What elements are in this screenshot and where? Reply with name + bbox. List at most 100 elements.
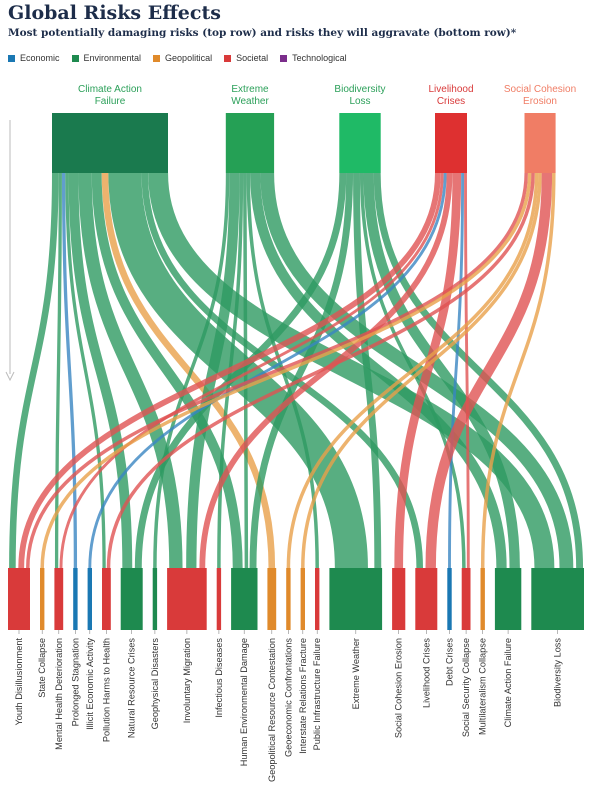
target-node-geopolitical-resource-contestation (267, 568, 277, 630)
flow-link-extreme-weather-to-geophysical-disasters (153, 172, 230, 569)
target-label-social-security-collapse: Social Security Collapse (461, 638, 471, 737)
flow-link-climate-action-failure-to-natural-resource-crises (68, 172, 133, 569)
flow-link-biodiversity-loss-to-natural-resource-crises (134, 172, 347, 569)
flow-link-climate-action-failure-to-human-environmental-damage (91, 172, 243, 569)
target-label-state-collapse: State Collapse (37, 638, 47, 698)
target-label-illicit-economic-activity: Illicit Economic Activity (85, 638, 95, 730)
legend-label: Societal (236, 53, 269, 63)
legend: Economic Environmental Geopolitical Soci… (8, 53, 359, 63)
flow-link-climate-action-failure-to-pollution-harms-to-health (65, 172, 106, 569)
flow-link-biodiversity-loss-to-climate-action-failure (363, 172, 520, 569)
target-node-human-environmental-damage (231, 568, 258, 630)
target-node-illicit-economic-activity (87, 568, 92, 630)
target-node-extreme-weather (329, 568, 383, 630)
legend-item-societal: Societal (224, 53, 268, 63)
target-node-public-infrastructure-failure (315, 568, 320, 630)
target-label-climate-action-failure: Climate Action Failure (503, 638, 513, 727)
source-node-climate-action-failure (52, 113, 168, 173)
target-node-debt-crises (447, 568, 452, 630)
flow-link-social-cohesion-erosion-to-multilateralism-collapse (480, 172, 556, 569)
flow-link-biodiversity-loss-to-extreme-weather (353, 172, 382, 569)
flow-link-climate-action-failure-to-biodiversity-loss (148, 172, 555, 569)
flow-link-biodiversity-loss-to-human-environmental-damage (249, 172, 354, 569)
legend-item-technological: Technological (280, 53, 347, 63)
target-node-mental-health-deterioration (54, 568, 64, 630)
legend-swatch (224, 54, 232, 62)
legend-swatch (71, 54, 79, 62)
flow-link-extreme-weather-to-involuntary-migration (186, 172, 240, 569)
target-node-youth-disillusionment (8, 568, 30, 630)
source-label-extreme-weather: Extreme (231, 84, 269, 95)
flow-link-livelihood-crises-to-involuntary-migration (199, 172, 453, 569)
flow-link-climate-action-failure-to-geopolitical-resource-contestation (101, 172, 276, 569)
target-label-geopolitical-resource-contestation: Geopolitical Resource Contestation (267, 638, 277, 782)
flow-link-social-cohesion-erosion-to-state-collapse (40, 172, 532, 569)
target-label-youth-disillusionment: Youth Disillusionment (14, 638, 24, 726)
flow-link-livelihood-crises-to-debt-crises (448, 172, 465, 569)
target-node-biodiversity-loss (531, 568, 584, 630)
legend-swatch (153, 54, 161, 62)
flow-link-climate-action-failure-to-prolonged-stagnation (61, 172, 78, 569)
target-node-interstate-relations-fracture (300, 568, 305, 630)
target-node-prolonged-stagnation (73, 568, 78, 630)
flow-links (9, 172, 584, 569)
flow-link-social-cohesion-erosion-to-geoeconomic-confrontations (286, 172, 539, 569)
source-label-biodiversity-loss: Loss (349, 96, 370, 107)
flow-link-biodiversity-loss-to-biodiversity-loss (373, 172, 584, 569)
source-label-climate-action-failure: Climate Action (78, 84, 142, 95)
source-node-social-cohesion-erosion (524, 113, 556, 173)
legend-swatch (8, 54, 15, 62)
legend-item-geopolitical: Geopolitical (153, 53, 212, 63)
target-label-prolonged-stagnation: Prolonged Stagnation (70, 638, 80, 726)
flow-link-social-cohesion-erosion-to-youth-disillusionment (26, 172, 528, 569)
target-node-geophysical-disasters (152, 568, 158, 630)
target-label-natural-resource-crises: Natural Resource Crises (127, 638, 137, 738)
source-node-biodiversity-loss (339, 113, 381, 173)
target-label-biodiversity-loss: Biodiversity Loss (553, 638, 563, 707)
target-node-social-security-collapse (461, 568, 471, 630)
flow-link-social-cohesion-erosion-to-interstate-relations-fracture (301, 172, 542, 569)
source-node-extreme-weather (225, 113, 275, 173)
target-node-multilateralism-collapse (480, 568, 485, 630)
source-label-livelihood-crises: Livelihood (428, 84, 473, 95)
direction-arrow-head (5, 371, 15, 382)
target-label-debt-crises: Debt Crises (445, 638, 455, 686)
chart-title: Global Risks Effects (8, 2, 221, 24)
source-label-extreme-weather: Weather (231, 96, 269, 107)
source-label-social-cohesion-erosion: Erosion (523, 96, 557, 107)
legend-label: Geopolitical (165, 53, 213, 63)
flow-link-extreme-weather-to-human-environmental-damage (243, 172, 249, 569)
target-label-mental-health-deterioration: Mental Health Deterioration (54, 638, 64, 750)
legend-label: Environmental (83, 53, 142, 63)
source-label-livelihood-crises: Crises (437, 96, 465, 107)
flow-link-extreme-weather-to-biodiversity-loss (260, 172, 574, 569)
source-label-social-cohesion-erosion: Social Cohesion (504, 84, 576, 95)
target-node-social-cohesion-erosion (392, 568, 406, 630)
target-node-state-collapse (40, 568, 45, 630)
source-node-livelihood-crises (435, 113, 467, 173)
target-label-geoeconomic-confrontations: Geoeconomic Confrontations (283, 638, 293, 757)
target-label-social-cohesion-erosion: Social Cohesion Erosion (394, 638, 404, 738)
target-label-infectious-diseases: Infectious Diseases (214, 638, 224, 718)
target-node-involuntary-migration (167, 568, 207, 630)
target-label-pollution-harms-to-health: Pollution Harms to Health (101, 638, 111, 742)
source-label-climate-action-failure: Failure (95, 96, 126, 107)
flow-link-climate-action-failure-to-youth-disillusionment (9, 172, 59, 569)
source-label-biodiversity-loss: Biodiversity (334, 84, 385, 95)
target-label-public-infrastructure-failure: Public Infrastructure Failure (312, 638, 322, 750)
flow-link-social-cohesion-erosion-to-pollution-harms-to-health (106, 172, 535, 569)
legend-item-economic: Economic (8, 53, 60, 63)
target-node-natural-resource-crises (120, 568, 143, 630)
target-label-human-environmental-damage: Human Environmental Damage (239, 638, 249, 766)
target-node-climate-action-failure (494, 568, 522, 630)
legend-item-environmental: Environmental (71, 53, 142, 63)
target-label-involuntary-migration: Involuntary Migration (182, 638, 192, 723)
target-node-infectious-diseases (216, 568, 222, 630)
flow-link-social-cohesion-erosion-to-livelihood-crises (425, 172, 553, 569)
flow-link-livelihood-crises-to-illicit-economic-activity (88, 172, 447, 569)
legend-swatch (280, 54, 288, 62)
target-node-pollution-harms-to-health (102, 568, 111, 630)
flow-link-livelihood-crises-to-youth-disillusionment (18, 172, 441, 569)
target-node-livelihood-crises (415, 568, 438, 630)
